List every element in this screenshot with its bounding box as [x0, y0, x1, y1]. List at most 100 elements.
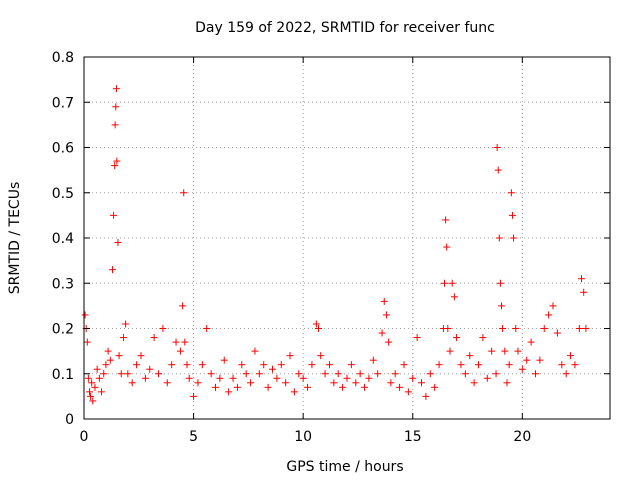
data-point	[87, 392, 95, 400]
data-point	[385, 338, 393, 346]
data-point	[352, 379, 360, 387]
data-point	[571, 361, 579, 369]
data-point	[518, 365, 526, 373]
data-point	[374, 370, 382, 378]
data-point	[426, 370, 434, 378]
data-point	[365, 374, 373, 382]
data-point	[404, 388, 412, 396]
data-point	[91, 383, 99, 391]
data-point	[137, 352, 145, 360]
data-point	[133, 361, 141, 369]
data-point	[442, 216, 450, 224]
data-point	[475, 361, 482, 369]
data-point	[446, 347, 454, 355]
data-point	[501, 347, 509, 355]
data-point	[286, 352, 294, 360]
data-point	[343, 374, 351, 382]
y-tick-label: 0.8	[52, 50, 74, 66]
data-point	[558, 361, 566, 369]
data-point	[503, 379, 511, 387]
data-point	[508, 211, 516, 219]
x-tick-label: 15	[404, 429, 422, 445]
data-point	[124, 370, 132, 378]
data-point	[95, 374, 103, 382]
data-point	[146, 365, 154, 373]
data-point	[112, 103, 120, 111]
data-point	[110, 211, 118, 219]
x-tick-label: 0	[80, 429, 89, 445]
data-point	[334, 370, 342, 378]
data-point	[400, 361, 408, 369]
data-point	[111, 121, 119, 129]
y-tick-label: 0.5	[52, 186, 74, 202]
data-point	[461, 370, 469, 378]
data-point	[89, 397, 97, 405]
data-point	[453, 334, 461, 342]
data-point	[180, 189, 188, 197]
data-point	[299, 374, 307, 382]
data-point	[443, 243, 451, 251]
data-point	[582, 325, 590, 332]
data-point	[510, 234, 518, 242]
data-point	[347, 361, 355, 369]
data-point	[119, 334, 127, 342]
grid-layer	[84, 57, 610, 419]
data-point	[85, 388, 93, 396]
data-point	[225, 388, 233, 396]
data-point	[114, 239, 122, 247]
data-point	[339, 383, 347, 391]
data-point	[212, 383, 219, 391]
data-point	[176, 347, 184, 355]
data-point	[514, 347, 522, 355]
data-point	[183, 361, 191, 369]
data-point	[268, 365, 276, 373]
data-point	[479, 334, 487, 342]
data-point	[418, 379, 426, 387]
data-point	[499, 325, 507, 332]
data-point	[435, 361, 443, 369]
data-point	[483, 374, 491, 382]
data-point	[315, 325, 323, 332]
data-point	[523, 356, 531, 364]
data-point	[448, 279, 456, 287]
y-tick-label: 0.7	[52, 95, 74, 111]
data-point	[194, 379, 202, 387]
data-point	[308, 361, 316, 369]
data-point	[457, 361, 465, 369]
data-point	[494, 166, 502, 174]
y-tick-label: 0.2	[52, 322, 74, 338]
data-point	[117, 370, 125, 378]
data-point	[391, 370, 399, 378]
data-point	[540, 325, 548, 332]
data-point	[155, 370, 163, 378]
data-point	[378, 329, 386, 337]
data-point	[498, 302, 506, 310]
data-point	[220, 356, 228, 364]
data-point	[575, 325, 583, 332]
data-point	[255, 370, 263, 378]
data-point	[168, 361, 176, 369]
y-tick-label: 0.6	[52, 141, 74, 157]
data-point	[545, 311, 553, 319]
data-point	[159, 325, 167, 332]
chart-title: Day 159 of 2022, SRMTID for receiver fun…	[195, 20, 495, 36]
data-point	[181, 338, 189, 346]
data-point	[382, 311, 390, 319]
x-tick-label: 5	[189, 429, 198, 445]
data-point	[108, 266, 116, 274]
data-point	[242, 370, 250, 378]
data-point	[282, 379, 290, 387]
data-point	[277, 361, 285, 369]
y-tick-label: 0.1	[52, 367, 74, 383]
data-point	[567, 352, 575, 360]
data-point	[536, 356, 544, 364]
data-point	[512, 325, 520, 332]
x-tick-label: 10	[294, 429, 312, 445]
data-point	[356, 370, 364, 378]
data-point	[247, 379, 255, 387]
data-point	[496, 279, 504, 287]
data-point	[112, 85, 120, 93]
data-point	[106, 356, 114, 364]
data-point	[527, 338, 535, 346]
data-point	[505, 361, 513, 369]
